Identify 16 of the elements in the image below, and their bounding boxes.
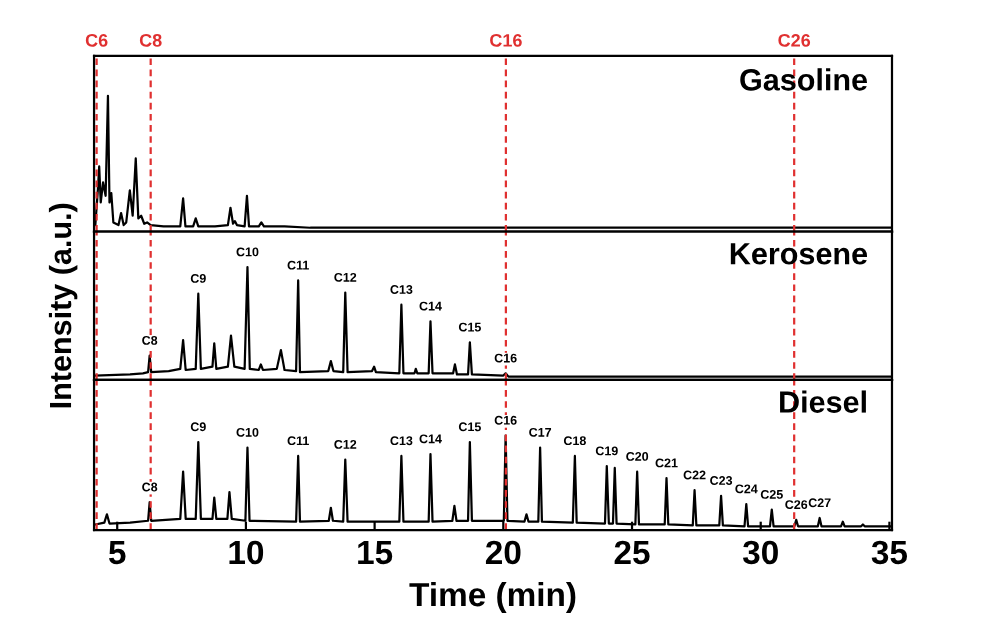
text: Kerosene — [730, 243, 868, 265]
x-tick-label: 25 — [614, 540, 650, 565]
ref-line-label: C26 — [778, 33, 811, 47]
x-tick-label: 20 — [485, 540, 521, 565]
x-axis-title: Time (min) — [409, 581, 576, 614]
ref-line-label: C8 — [139, 33, 162, 47]
x-tick-label: 5 — [108, 540, 126, 565]
text: Gasoline — [740, 68, 868, 91]
y-axis-title: Intensity (a.u.) — [48, 203, 78, 408]
x-tick-label: 30 — [742, 540, 778, 565]
ref-line-label: C6 — [85, 33, 108, 47]
x-tick-label: 35 — [871, 540, 908, 565]
x-tick-label: 10 — [229, 540, 264, 565]
x-tick-label: 15 — [358, 540, 393, 565]
ref-line-label: C16 — [490, 33, 522, 47]
text: Diesel — [780, 390, 866, 413]
